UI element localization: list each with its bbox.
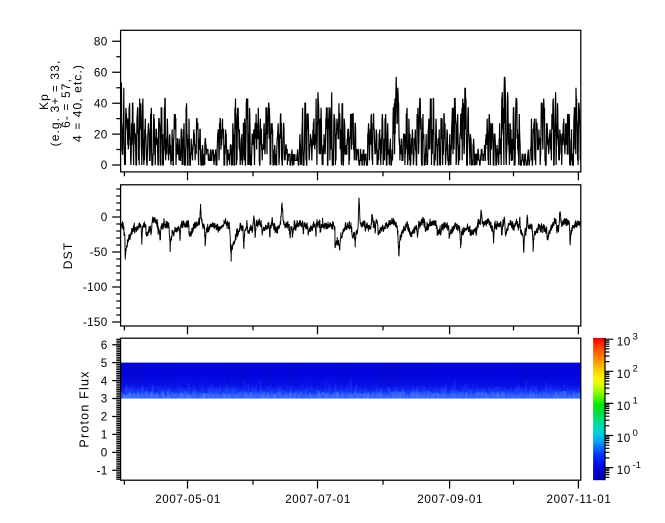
- svg-text:3: 3: [101, 393, 108, 406]
- svg-text:10: 10: [617, 368, 631, 381]
- svg-text:2: 2: [633, 364, 638, 374]
- svg-text:0: 0: [101, 159, 108, 172]
- svg-text:2: 2: [101, 411, 108, 424]
- svg-text:3: 3: [633, 332, 638, 342]
- svg-text:4: 4: [101, 375, 108, 388]
- svg-text:-150: -150: [83, 316, 108, 329]
- svg-text:2007-07-01: 2007-07-01: [285, 493, 351, 506]
- svg-text:2007-05-01: 2007-05-01: [155, 493, 221, 506]
- svg-text:DST: DST: [61, 242, 75, 270]
- svg-text:10: 10: [617, 336, 631, 349]
- svg-text:0: 0: [633, 428, 638, 438]
- svg-text:1: 1: [633, 396, 638, 406]
- svg-text:10: 10: [617, 432, 631, 445]
- svg-text:Proton Flux: Proton Flux: [78, 370, 92, 447]
- svg-text:80: 80: [94, 36, 108, 49]
- svg-text:-1: -1: [633, 460, 641, 470]
- svg-text:60: 60: [94, 66, 108, 79]
- svg-text:20: 20: [94, 128, 108, 141]
- svg-text:2007-11-01: 2007-11-01: [547, 493, 612, 506]
- svg-text:1: 1: [101, 429, 108, 442]
- svg-text:0: 0: [101, 447, 108, 460]
- svg-text:Kp: Kp: [37, 93, 51, 110]
- svg-text:4 = 40, etc.): 4 = 40, etc.): [71, 64, 85, 142]
- svg-text:10: 10: [617, 400, 631, 413]
- svg-text:6- = 57,: 6- = 57,: [59, 78, 73, 128]
- svg-text:40: 40: [94, 97, 108, 110]
- svg-text:5: 5: [101, 357, 108, 370]
- svg-text:-50: -50: [90, 246, 108, 259]
- svg-text:10: 10: [617, 464, 631, 477]
- svg-text:-1: -1: [97, 465, 108, 478]
- svg-text:6: 6: [101, 339, 108, 352]
- svg-text:2007-09-01: 2007-09-01: [417, 493, 483, 506]
- svg-text:(e.g. 3+ = 33,: (e.g. 3+ = 33,: [48, 60, 62, 147]
- svg-text:-100: -100: [83, 281, 108, 294]
- svg-text:0: 0: [101, 211, 108, 224]
